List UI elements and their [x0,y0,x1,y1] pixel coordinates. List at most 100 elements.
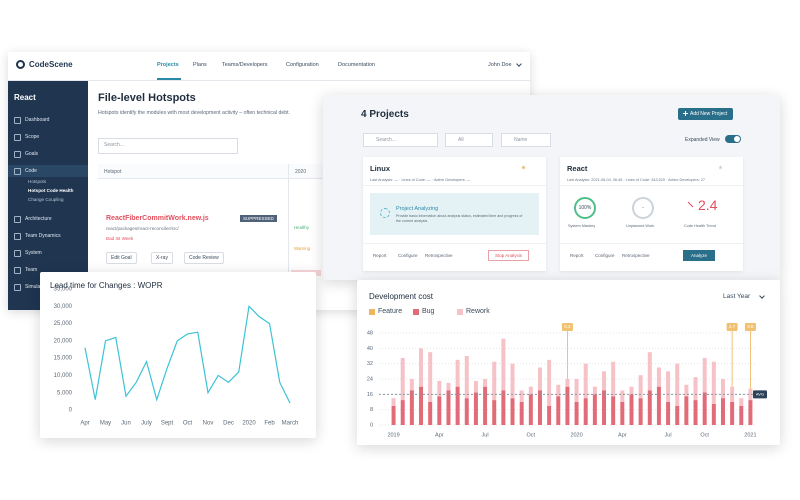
sidebar-icon [14,284,21,291]
bar-segment [574,402,579,425]
filter-input[interactable]: Search... [363,133,438,147]
bar-segment [638,375,643,399]
chart-title: Development cost [369,292,434,301]
project-name[interactable]: Linux [370,164,390,173]
card-divider [560,185,743,186]
status-title: Project Analyzing [396,206,439,212]
x-tick-label: Oct [700,432,709,438]
hotspot-name[interactable]: ReactFiberCommitWork.new.js [106,215,209,222]
sidebar-subitem[interactable]: Hotspots [28,179,47,184]
card-action[interactable]: Stop Analysis [488,250,530,261]
annotation-badge [744,323,756,331]
card-action[interactable]: Report [570,253,584,258]
bar-segment [629,386,634,395]
legend-label: Bug [422,308,435,315]
sidebar-item[interactable]: Simulations [25,284,51,290]
project-name[interactable]: React [567,164,588,173]
nav-item[interactable]: Documentation [338,62,375,68]
card-action[interactable]: Retrospective [622,253,650,258]
period-select[interactable]: Last Year [723,293,751,300]
view-toggle-label: Expanded View [685,137,720,143]
metric-value: 100% [578,205,592,211]
bar-segment [419,386,424,425]
sidebar-item[interactable]: Team [25,267,38,273]
nav-item[interactable]: Teams/Developers [222,62,268,68]
y-tick-label: 30,000 [54,304,73,310]
card-action[interactable]: Analyze [683,250,716,261]
action-button[interactable]: X-ray [151,252,173,264]
sidebar-item[interactable]: Goals [25,151,39,157]
card-divider [363,243,546,244]
sidebar-item[interactable]: System [25,250,42,256]
table-header-cell: Hotspot [104,169,122,175]
x-tick-label: Apr [80,421,89,427]
bar-segment [528,394,533,425]
sidebar-icon [14,151,21,158]
x-tick-label: Oct [527,432,536,438]
action-button[interactable]: Code Review [184,252,224,264]
bar-segment [666,371,671,402]
y-tick-label: 32 [367,361,373,367]
sidebar-subitem[interactable]: Hotspot Code Health [28,188,74,193]
sidebar-subitem[interactable]: Change Coupling [28,197,64,202]
x-tick-label: May [100,421,111,427]
card-action[interactable]: Report [373,253,387,258]
metric-ring [632,197,654,219]
action-button[interactable]: Edit Goal [106,252,137,264]
page-description: Hotspots identify the modules with most … [98,110,291,116]
nav-item[interactable]: Plans [193,62,207,68]
y-tick-label: 25,000 [54,321,73,327]
y-tick-label: 10,000 [54,373,73,379]
add-project-button[interactable]: Add New Project [678,108,734,120]
sidebar-item[interactable]: Code [25,168,37,174]
nav-item[interactable]: Configuration [286,62,319,68]
x-tick-label: Nov [203,421,214,427]
view-toggle[interactable] [725,135,741,143]
bar-segment [629,394,634,425]
card-action[interactable]: Configure [398,253,418,258]
panel-title: 4 Projects [361,109,409,120]
sidebar-icon [14,233,21,240]
sidebar-title: React [14,93,36,102]
sidebar-item[interactable]: Scope [25,134,40,140]
search-box[interactable]: Search... [98,138,238,154]
sidebar-item[interactable]: Architecture [25,216,52,222]
bar-segment [437,396,442,425]
x-tick-label: Jul [665,432,672,438]
sidebar-item[interactable]: Team Dynamics [25,233,61,239]
card-action[interactable]: Retrospective [425,253,453,258]
x-tick-label: Feb [264,421,275,427]
bar-segment [739,405,744,425]
bar-segment [547,405,552,425]
bar-segment [428,402,433,425]
annotation-label: 4.8 [747,324,754,329]
y-tick-label: 35,000 [54,287,73,293]
bar-segment [720,379,725,399]
user-name[interactable]: John Doe [488,62,512,68]
nav-item[interactable]: Projects [157,62,179,68]
bar-segment [748,400,753,425]
bar-segment [519,402,524,425]
bar-segment [711,361,716,404]
bar-segment [739,398,744,406]
bar-segment [473,380,478,393]
bar-segment [391,405,396,425]
average-label: AVG [756,391,764,396]
status-label: Warning [294,246,311,251]
card-action[interactable]: Configure [595,253,615,258]
bar-segment [565,379,570,387]
spinner [380,208,390,218]
bar-segment [419,348,424,387]
filter-input[interactable]: All [445,133,493,147]
bar-segment [455,386,460,425]
sidebar-item[interactable]: Dashboard [25,117,50,123]
project-card: Linux Last Analysis: — · Lines of Code: —… [363,157,546,271]
y-tick-label: 48 [367,330,373,336]
filter-input[interactable]: Name [501,133,551,147]
bar-segment [684,384,689,397]
bar-segment [647,352,652,391]
line [84,305,291,404]
metric-value: 2.4 [698,197,718,213]
bar-segment [720,398,725,425]
